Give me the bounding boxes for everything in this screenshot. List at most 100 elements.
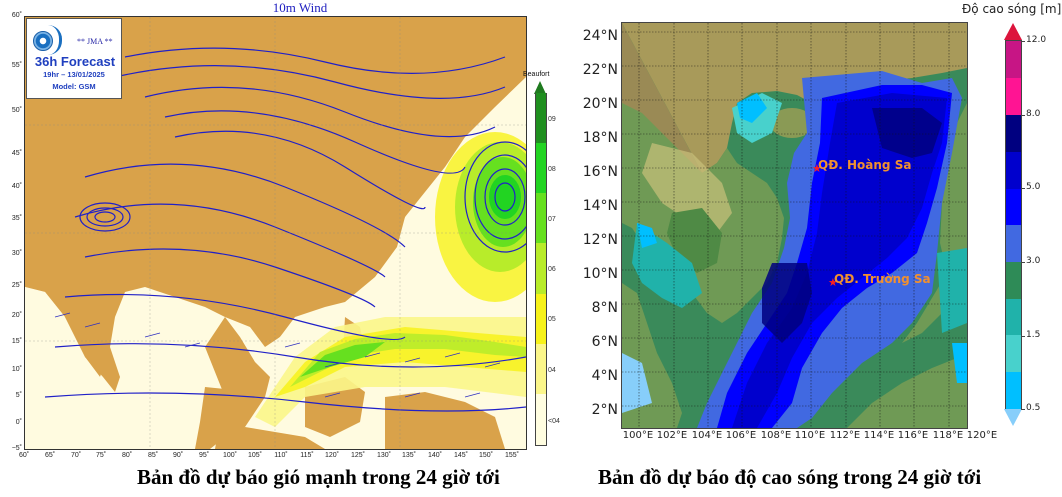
legend-swatch <box>1006 115 1021 152</box>
lon-label: 125˚ <box>350 452 365 459</box>
lat-label: 8°N <box>591 300 618 316</box>
lon-label: 120°E <box>966 430 998 441</box>
lat-label: 25˚ <box>11 282 22 289</box>
lon-label: 120˚ <box>324 452 339 459</box>
lat-label: −5˚ <box>11 445 22 452</box>
tick-mark <box>1021 262 1025 263</box>
lat-label: 0˚ <box>15 419 22 426</box>
legend-tick: 5.0 <box>1026 182 1041 192</box>
lon-label: 150˚ <box>478 452 493 459</box>
beaufort-colorbar <box>535 93 547 446</box>
wave-height-map <box>621 22 968 429</box>
wave-legend-title: Độ cao sóng [m] <box>962 2 1062 16</box>
agency-label: ** JMA ** <box>77 37 113 46</box>
lat-label: 6°N <box>591 334 618 350</box>
wave-map-caption: Bản đồ dự báo độ cao sóng trong 24 giờ t… <box>598 465 982 489</box>
lon-label: 140˚ <box>427 452 442 459</box>
legend-overflow-arrow-icon <box>534 81 546 94</box>
lon-label: 80˚ <box>121 452 133 459</box>
lat-label: 35˚ <box>11 215 22 222</box>
lon-label: 108°E <box>760 430 792 441</box>
lon-label: 85˚ <box>147 452 159 459</box>
legend-tick: 0.5 <box>1026 403 1041 413</box>
tick-mark <box>1021 336 1025 337</box>
lat-label: 20˚ <box>11 312 22 319</box>
hoang-sa-label: QĐ. Hoàng Sa <box>818 158 912 172</box>
forecast-time: 19hr – 13/01/2025 <box>43 70 105 79</box>
legend-swatch <box>1006 262 1021 299</box>
legend-swatch <box>1006 189 1021 225</box>
tick-mark <box>1021 409 1025 410</box>
lat-label: 40˚ <box>11 183 22 190</box>
forecast-title: 36h Forecast <box>34 54 116 69</box>
legend-swatch <box>536 143 546 193</box>
legend-label: 04 <box>548 367 556 374</box>
lat-label: 10°N <box>582 266 618 282</box>
lon-label: 100°E <box>622 430 654 441</box>
legend-tick: 12.0 <box>1026 35 1047 45</box>
lat-label: 16°N <box>582 164 618 180</box>
tick-mark <box>1021 41 1025 42</box>
lat-label: 18°N <box>582 130 618 146</box>
wind-map-caption: Bản đồ dự báo gió mạnh trong 24 giờ tới <box>137 465 500 489</box>
legend-underflow-arrow-icon <box>1004 409 1022 426</box>
legend-swatch <box>536 193 546 243</box>
legend-swatch <box>1006 225 1021 262</box>
lat-label: 55˚ <box>11 62 22 69</box>
legend-swatch <box>536 243 546 294</box>
jma-logo-icon <box>33 31 53 51</box>
truong-sa-label: QĐ. Trường Sa <box>834 272 931 286</box>
lat-label: 22°N <box>582 62 618 78</box>
lon-label: 114°E <box>863 430 895 441</box>
lon-label: 155˚ <box>504 452 519 459</box>
lon-label: 135˚ <box>401 452 416 459</box>
forecast-info-box: ** JMA ** 36h Forecast 19hr – 13/01/2025… <box>26 18 122 99</box>
legend-label: 07 <box>548 216 556 223</box>
lon-label: 105˚ <box>247 452 262 459</box>
jma-logo-arc-icon <box>47 25 62 55</box>
lon-label: 100˚ <box>222 452 237 459</box>
lat-label: 12°N <box>582 232 618 248</box>
lon-label: 95˚ <box>198 452 210 459</box>
lat-label: 10˚ <box>11 366 22 373</box>
lon-label: 90˚ <box>172 452 184 459</box>
lon-label: 104°E <box>691 430 723 441</box>
lon-label: 106°E <box>725 430 757 441</box>
tick-mark <box>1021 115 1025 116</box>
legend-swatch <box>1006 78 1021 115</box>
legend-swatch <box>1006 335 1021 372</box>
wind-map-title: 10m Wind <box>272 0 328 15</box>
tick-mark <box>1021 188 1025 189</box>
lon-label: 60˚ <box>18 452 30 459</box>
lon-label: 145˚ <box>453 452 468 459</box>
legend-swatch <box>536 394 546 445</box>
legend-swatch <box>536 344 546 394</box>
lat-label: 15˚ <box>11 338 22 345</box>
lat-label: 60˚ <box>11 12 22 19</box>
lon-label: 70˚ <box>70 452 82 459</box>
legend-label: 08 <box>548 166 556 173</box>
lat-label: 2°N <box>591 402 618 418</box>
forecast-model: Model: GSM <box>52 82 96 91</box>
legend-tick: 3.0 <box>1026 256 1041 266</box>
lat-label: 4°N <box>591 368 618 384</box>
legend-tick: 1.5 <box>1026 330 1041 340</box>
legend-label: 05 <box>548 316 556 323</box>
wind-map-graphic <box>25 17 526 449</box>
lon-label: 116°E <box>897 430 929 441</box>
star-icon: ★ <box>828 277 838 289</box>
lat-label: 50˚ <box>11 107 22 114</box>
legend-overflow-arrow-icon <box>1004 23 1022 40</box>
lat-label: 14°N <box>582 198 618 214</box>
lon-label: 112°E <box>829 430 861 441</box>
legend-label: <04 <box>548 418 560 425</box>
legend-swatch <box>1006 372 1021 409</box>
legend-swatch <box>536 93 546 143</box>
legend-swatch <box>1006 299 1021 335</box>
legend-label: 06 <box>548 266 556 273</box>
lon-label: 130˚ <box>376 452 391 459</box>
lat-label: 30˚ <box>11 250 22 257</box>
lon-label: 118°E <box>932 430 964 441</box>
beaufort-legend-title: Beaufort <box>523 71 550 78</box>
legend-swatch <box>1006 41 1021 78</box>
